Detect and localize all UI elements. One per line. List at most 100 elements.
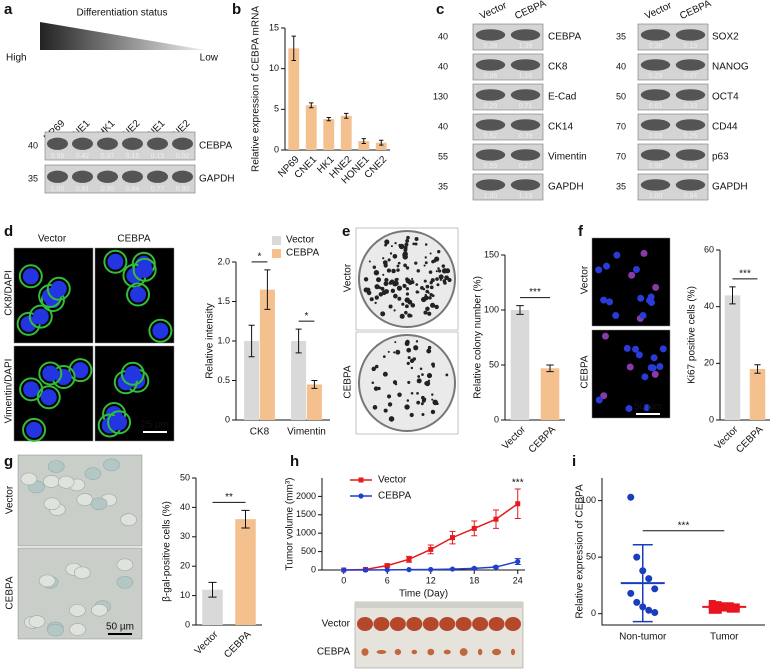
colony: [372, 265, 377, 269]
colony: [414, 237, 419, 241]
x-tick-label: Vimentin: [287, 427, 326, 438]
error-bar: [546, 364, 554, 373]
significance-label: ***: [678, 520, 690, 531]
band-value: 1.16: [519, 73, 533, 80]
colony: [388, 304, 393, 309]
bar: [510, 310, 530, 420]
colony: [371, 381, 375, 384]
cell: [74, 566, 91, 580]
colony: [405, 239, 410, 243]
colony: [374, 284, 380, 290]
colony: [421, 373, 424, 376]
colony: [409, 412, 414, 418]
cell: [148, 318, 173, 343]
colony: [424, 380, 431, 387]
colony: [405, 266, 410, 270]
panel-label: g: [4, 453, 13, 470]
colony: [374, 364, 379, 369]
cell: [43, 475, 60, 488]
tumor: [376, 649, 387, 655]
band: [72, 170, 93, 183]
legend-marker: [358, 493, 364, 499]
point: [645, 606, 653, 614]
colony: [437, 267, 440, 270]
y-tick-label: 10: [180, 590, 190, 600]
band: [122, 137, 143, 150]
colony: [441, 268, 448, 274]
nucleus: [107, 253, 124, 270]
nucleus: [111, 414, 128, 431]
tumor: [411, 649, 418, 655]
y-tick-label: 15: [269, 22, 279, 32]
bar: [724, 295, 741, 420]
band-value: 1.39: [519, 43, 533, 50]
tumor: [394, 648, 402, 656]
y-tick-label: 1.0: [217, 335, 230, 345]
size-marker: 40: [438, 121, 448, 131]
legend-marker: [358, 477, 364, 483]
band: [47, 137, 68, 150]
error-bar: [729, 286, 736, 305]
band: [510, 179, 541, 191]
colony: [383, 281, 389, 287]
band-value: 0.06: [484, 73, 498, 80]
error-bar: [291, 35, 296, 62]
tumor: [373, 617, 390, 631]
protein-label: Vimentin: [548, 152, 587, 163]
error-bar: [248, 324, 255, 358]
marker: [341, 567, 347, 573]
colony: [407, 356, 411, 360]
colony: [410, 304, 413, 307]
blot-strip: [44, 131, 196, 161]
colony: [374, 301, 377, 305]
nucleus: [626, 363, 634, 371]
x-tick-label: Tumor: [710, 632, 739, 643]
micrograph: [591, 237, 671, 327]
colony: [427, 345, 432, 350]
micrograph: [354, 601, 524, 669]
colony: [424, 293, 427, 297]
band: [97, 137, 118, 150]
tumor: [443, 649, 451, 655]
band-value: 0.07: [684, 73, 698, 80]
scale-label: 50 µm: [106, 622, 134, 633]
band-value: 0.28: [484, 43, 498, 50]
colony: [382, 257, 385, 260]
bar: [358, 141, 370, 150]
tumor: [472, 617, 489, 631]
y-axis-label: Relative expression of CEBPA: [575, 484, 586, 619]
colony: [396, 268, 400, 272]
nucleus: [600, 296, 608, 304]
band: [172, 170, 193, 183]
colony: [387, 350, 390, 353]
colony: [402, 284, 405, 287]
colony: [430, 409, 436, 415]
point: [651, 609, 659, 617]
band-value: 0.84: [684, 193, 698, 200]
x-tick-label: Non-tumor: [619, 632, 667, 643]
band-value: 1.00: [649, 193, 663, 200]
colony: [387, 402, 393, 407]
nucleus: [652, 283, 660, 291]
x-tick-label: 12: [426, 575, 436, 585]
colony: [406, 361, 410, 366]
point: [627, 493, 635, 501]
row-label: CEBPA: [580, 355, 591, 388]
marker: [428, 546, 434, 552]
y-tick-label: 40: [180, 502, 190, 512]
colony: [397, 392, 402, 397]
colony: [431, 362, 435, 367]
error-bar: [361, 138, 366, 144]
marker: [406, 556, 412, 562]
blot-strip: [44, 164, 196, 194]
error-bar: [208, 581, 217, 598]
marker: [493, 516, 499, 522]
tumor: [488, 617, 505, 631]
band-value: 1.00: [484, 193, 498, 200]
colony: [434, 304, 439, 310]
scale-label: 50 µm: [634, 402, 662, 413]
bar: [305, 105, 317, 150]
significance-label: **: [225, 492, 233, 503]
colony: [380, 286, 385, 291]
y-axis-label: Relative expression of CEBPA mRNA: [251, 6, 262, 172]
